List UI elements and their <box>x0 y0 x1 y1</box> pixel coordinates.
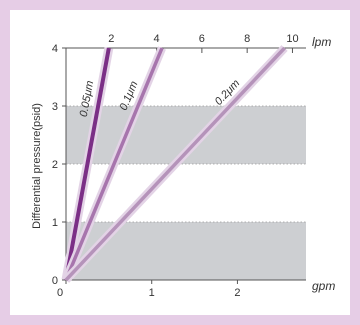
x-tick-label-2: 2 <box>234 287 240 299</box>
x2-tick-label-4: 4 <box>154 33 160 45</box>
x-axis-unit-label: gpm <box>312 279 335 293</box>
y-tick-label-4: 4 <box>52 43 58 55</box>
shaded-band-0 <box>66 222 306 280</box>
series-line-1 <box>64 47 164 281</box>
x2-tick-label-10: 10 <box>286 33 298 45</box>
y-tick-label-1: 1 <box>52 217 58 229</box>
x2-axis-unit-label: lpm <box>312 35 331 49</box>
y-tick-label-2: 2 <box>52 159 58 171</box>
x2-tick-label-6: 6 <box>199 33 205 45</box>
x-tick-label-0: 0 <box>57 287 63 299</box>
series-line-0 <box>64 47 111 281</box>
y-tick-label-0: 0 <box>52 275 58 287</box>
x2-tick-label-2: 2 <box>108 33 114 45</box>
x2-tick-label-8: 8 <box>244 33 250 45</box>
y-axis-title: Differential pressure(psid) <box>31 103 43 229</box>
series-line-2 <box>64 46 286 282</box>
x-tick-label-1: 1 <box>149 287 155 299</box>
y-tick-label-3: 3 <box>52 101 58 113</box>
tick-labels: 0 1 2 3 4 0 1 2 2 4 6 8 10 <box>52 33 299 299</box>
